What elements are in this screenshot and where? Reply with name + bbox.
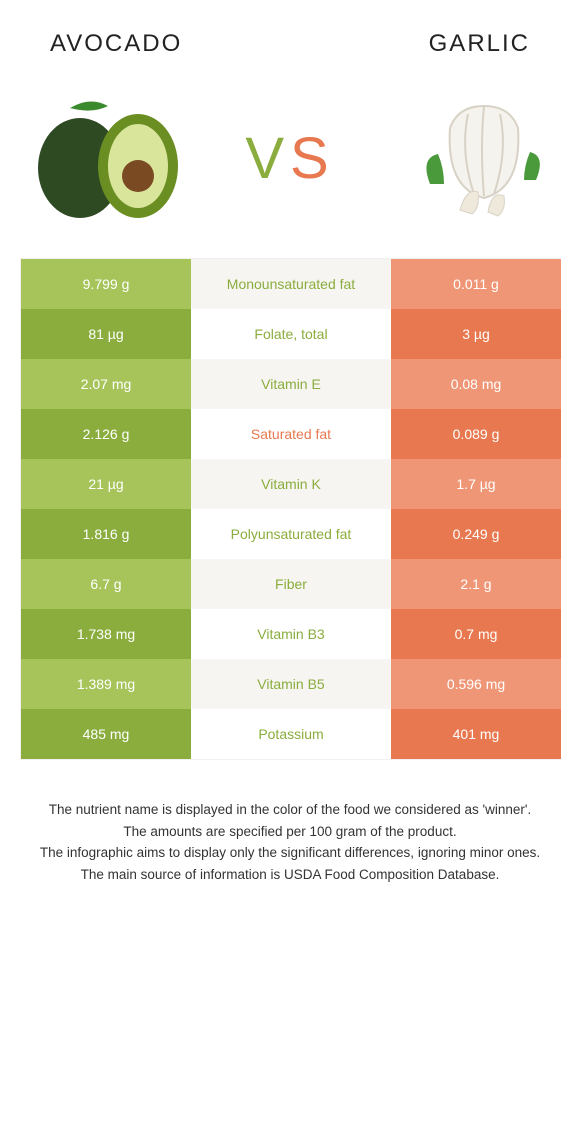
- right-value: 401 mg: [391, 709, 561, 759]
- left-value: 485 mg: [21, 709, 191, 759]
- nutrient-label: Vitamin B3: [191, 609, 391, 659]
- left-value: 81 µg: [21, 309, 191, 359]
- footnote-line: The nutrient name is displayed in the co…: [20, 800, 560, 820]
- nutrient-label: Vitamin B5: [191, 659, 391, 709]
- right-value: 3 µg: [391, 309, 561, 359]
- nutrient-label: Folate, total: [191, 309, 391, 359]
- nutrient-label: Potassium: [191, 709, 391, 759]
- comparison-row: 21 µgVitamin K1.7 µg: [21, 459, 559, 509]
- comparison-row: 1.816 gPolyunsaturated fat0.249 g: [21, 509, 559, 559]
- right-value: 2.1 g: [391, 559, 561, 609]
- footnote-line: The main source of information is USDA F…: [20, 865, 560, 885]
- comparison-row: 1.738 mgVitamin B30.7 mg: [21, 609, 559, 659]
- nutrient-label: Vitamin E: [191, 359, 391, 409]
- right-value: 0.089 g: [391, 409, 561, 459]
- vs-letter-v: V: [245, 126, 290, 191]
- left-value: 1.389 mg: [21, 659, 191, 709]
- comparison-row: 6.7 gFiber2.1 g: [21, 559, 559, 609]
- nutrient-label: Fiber: [191, 559, 391, 609]
- right-food-title: Garlic: [429, 30, 530, 58]
- left-value: 1.816 g: [21, 509, 191, 559]
- right-value: 0.011 g: [391, 259, 561, 309]
- left-value: 9.799 g: [21, 259, 191, 309]
- footnotes: The nutrient name is displayed in the co…: [20, 800, 560, 884]
- footnote-line: The infographic aims to display only the…: [20, 843, 560, 863]
- nutrient-label: Vitamin K: [191, 459, 391, 509]
- left-value: 2.07 mg: [21, 359, 191, 409]
- left-food-title: Avocado: [50, 30, 182, 58]
- comparison-row: 1.389 mgVitamin B50.596 mg: [21, 659, 559, 709]
- right-value: 1.7 µg: [391, 459, 561, 509]
- comparison-table: 9.799 gMonounsaturated fat0.011 g81 µgFo…: [20, 258, 560, 760]
- left-value: 2.126 g: [21, 409, 191, 459]
- comparison-row: 2.126 gSaturated fat0.089 g: [21, 409, 559, 459]
- right-value: 0.249 g: [391, 509, 561, 559]
- left-value: 1.738 mg: [21, 609, 191, 659]
- comparison-row: 2.07 mgVitamin E0.08 mg: [21, 359, 559, 409]
- comparison-row: 81 µgFolate, total3 µg: [21, 309, 559, 359]
- right-value: 0.7 mg: [391, 609, 561, 659]
- nutrient-label: Polyunsaturated fat: [191, 509, 391, 559]
- right-value: 0.08 mg: [391, 359, 561, 409]
- comparison-row: 485 mgPotassium401 mg: [21, 709, 559, 759]
- nutrient-label: Saturated fat: [191, 409, 391, 459]
- garlic-image: [390, 88, 550, 228]
- right-value: 0.596 mg: [391, 659, 561, 709]
- vs-row: VS: [20, 68, 560, 258]
- vs-letter-s: S: [290, 126, 335, 191]
- nutrient-label: Monounsaturated fat: [191, 259, 391, 309]
- title-row: Avocado Garlic: [20, 20, 560, 68]
- comparison-row: 9.799 gMonounsaturated fat0.011 g: [21, 259, 559, 309]
- vs-label: VS: [245, 125, 334, 192]
- footnote-line: The amounts are specified per 100 gram o…: [20, 822, 560, 842]
- left-value: 21 µg: [21, 459, 191, 509]
- avocado-image: [30, 88, 190, 228]
- left-value: 6.7 g: [21, 559, 191, 609]
